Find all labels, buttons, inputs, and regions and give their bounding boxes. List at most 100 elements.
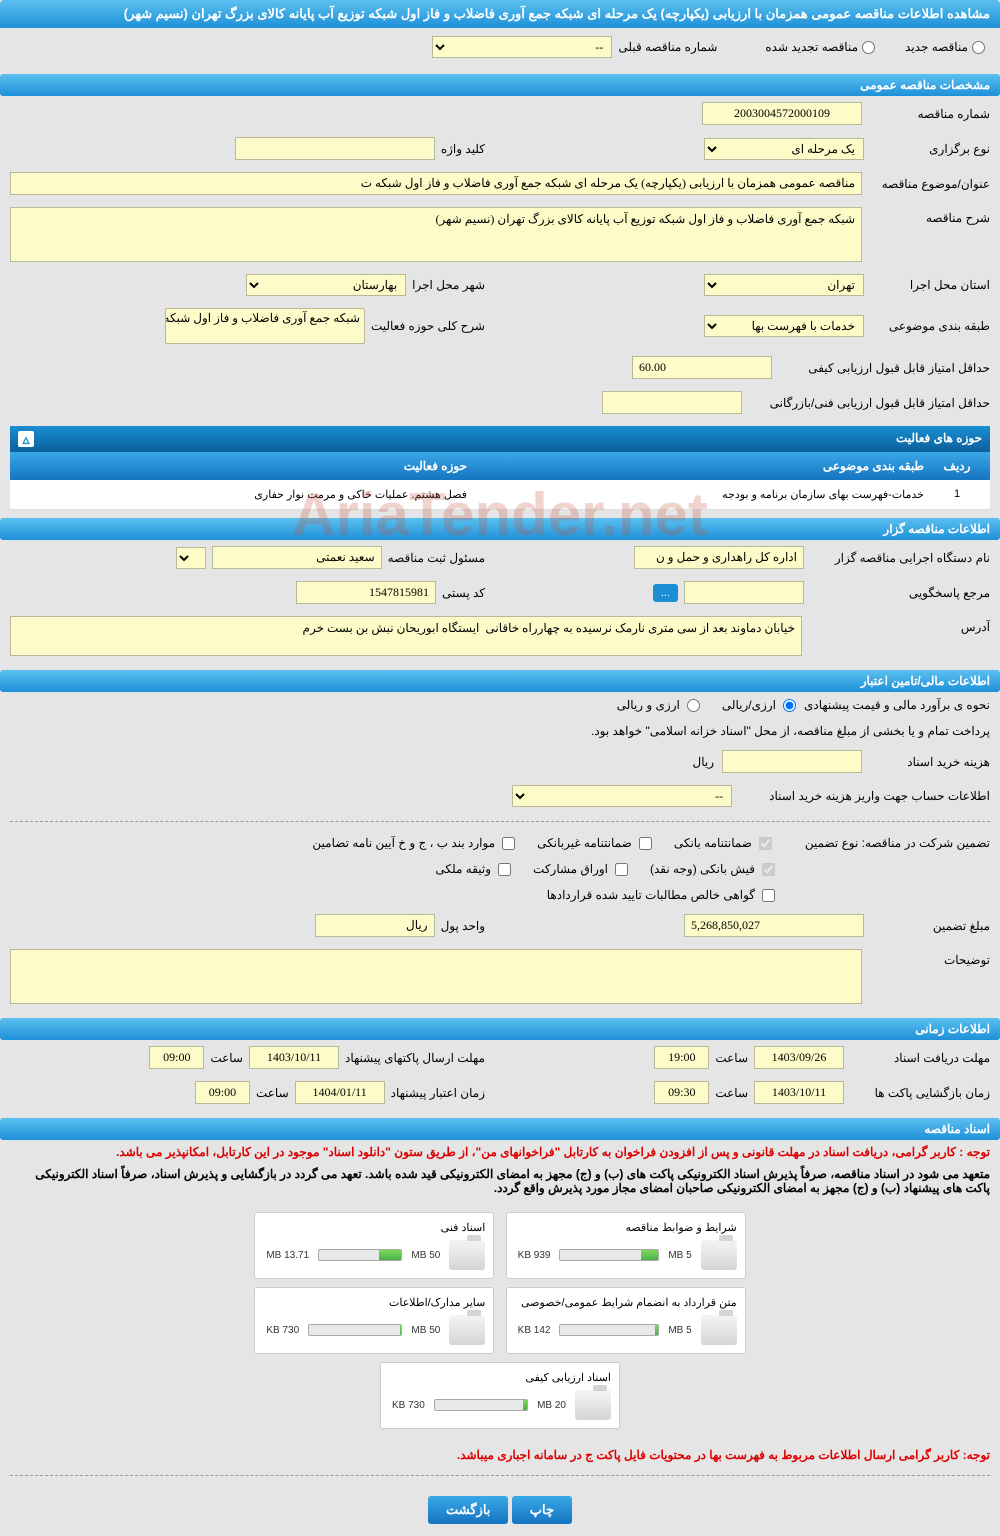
chk-receivables[interactable]: [762, 889, 775, 902]
opening-date[interactable]: [754, 1081, 844, 1104]
doc-deadline-label: مهلت دریافت اسناد: [850, 1051, 990, 1065]
method-label: نحوه ی برآورد مالی و قیمت پیشنهادی: [804, 698, 990, 712]
guarantee-amount-input[interactable]: [684, 914, 864, 937]
section-docs: اسناد مناقصه: [0, 1118, 1000, 1140]
print-button[interactable]: چاپ: [512, 1496, 572, 1524]
keyword-label: کلید واژه: [441, 142, 485, 156]
desc-textarea[interactable]: شبکه جمع آوری فاضلاب و فاز اول شبکه توزی…: [10, 207, 862, 262]
chk-bank[interactable]: [759, 837, 772, 850]
section-general: مشخصات مناقصه عمومی: [0, 74, 1000, 96]
contact-input[interactable]: [684, 581, 804, 604]
account-select[interactable]: --: [512, 785, 732, 807]
doc-deadline-date[interactable]: [754, 1046, 844, 1069]
opt-rial-radio[interactable]: [783, 699, 796, 712]
province-select[interactable]: تهران: [704, 274, 864, 296]
notes-label: توضیحات: [870, 949, 990, 967]
doc-cost-label: هزینه خرید اسناد: [870, 755, 990, 769]
opt-currency-radio[interactable]: [687, 699, 700, 712]
validity-time[interactable]: [195, 1081, 250, 1104]
treasury-note: پرداخت تمام و یا بخشی از مبلغ مناقصه، از…: [591, 724, 990, 738]
docs-notice3: توجه: کاربر گرامی ارسال اطلاعات مربوط به…: [0, 1443, 1000, 1467]
proposal-deadline-label: مهلت ارسال پاکتهای پیشنهاد: [345, 1051, 485, 1065]
prev-number-label: شماره مناقصه قبلی: [618, 40, 717, 54]
opening-time[interactable]: [654, 1081, 709, 1104]
table-row: 1 خدمات-فهرست بهای سازمان برنامه و بودجه…: [10, 480, 990, 510]
page-title: مشاهده اطلاعات مناقصه عمومی همزمان با ار…: [0, 0, 1000, 28]
guarantee-amount-label: مبلغ تضمین: [870, 919, 990, 933]
postal-input[interactable]: [296, 581, 436, 604]
subject-label: عنوان/موضوع مناقصه: [870, 177, 990, 191]
proposal-deadline-time[interactable]: [149, 1046, 204, 1069]
divider-2: [10, 1475, 990, 1476]
col-act-header: حوزه فعالیت: [18, 457, 475, 475]
contact-label: مرجع پاسخگویی: [810, 586, 990, 600]
type-label: نوع برگزاری: [870, 142, 990, 156]
opt-currency-label: ارزی و ریالی: [617, 698, 700, 712]
address-textarea[interactable]: خیابان دماوند بعد از سی متری نارمک نرسید…: [10, 616, 802, 656]
file-box-5[interactable]: اسناد ارزیابی کیفی 20 MB 730 KB: [380, 1362, 620, 1429]
chk-bonds[interactable]: [615, 863, 628, 876]
min-quality-label: حداقل امتیاز قابل قبول ارزیابی کیفی: [780, 361, 990, 375]
activity-table-header: حوزه های فعالیت ▵: [10, 426, 990, 452]
collapse-icon[interactable]: ▵: [18, 431, 34, 447]
back-button[interactable]: بازگشت: [428, 1496, 508, 1524]
currency-unit-input[interactable]: [315, 914, 435, 937]
activity-label: شرح کلی حوزه فعالیت: [371, 319, 485, 333]
dept-label: نام دستگاه اجرایی مناقصه گزار: [810, 551, 990, 565]
lookup-button[interactable]: ...: [653, 584, 678, 602]
doc-cost-input[interactable]: [722, 750, 862, 773]
prev-number-select[interactable]: --: [432, 36, 612, 58]
validity-label: زمان اعتبار پیشنهاد: [391, 1086, 485, 1100]
province-label: استان محل اجرا: [870, 278, 990, 292]
file-box-4[interactable]: سایر مدارک/اطلاعات 50 MB 730 KB: [254, 1287, 494, 1354]
activity-select[interactable]: شبکه جمع آوری فاضلاب و فاز اول شبکه توزی…: [165, 308, 365, 344]
radio-new-label: مناقصه جدید: [905, 40, 985, 54]
divider: [10, 821, 990, 822]
chk-property[interactable]: [498, 863, 511, 876]
city-select[interactable]: بهارستان: [246, 274, 406, 296]
account-label: اطلاعات حساب جهت واریز هزینه خرید اسناد: [740, 789, 990, 803]
opt-rial-label: ارزی/ریالی: [722, 698, 796, 712]
col-cat-header: طبقه بندی موضوعی: [475, 457, 932, 475]
type-select[interactable]: یک مرحله ای: [704, 138, 864, 160]
notes-textarea[interactable]: [10, 949, 862, 1004]
section-organizer: اطلاعات مناقصه گزار: [0, 518, 1000, 540]
postal-label: کد پستی: [442, 586, 485, 600]
radio-renewal-label: مناقصه تجدید شده: [765, 40, 875, 54]
tender-number-label: شماره مناقصه: [870, 107, 990, 121]
keyword-input[interactable]: [235, 137, 435, 160]
registrar-label: مسئول ثبت مناقصه: [388, 551, 485, 565]
chk-cash[interactable]: [762, 863, 775, 876]
min-tech-input[interactable]: [602, 391, 742, 414]
category-label: طبقه بندی موضوعی: [870, 319, 990, 333]
address-label: آدرس: [810, 616, 990, 634]
min-tech-label: حداقل امتیاز قابل قبول ارزیابی فنی/بازرگ…: [750, 396, 990, 410]
desc-label: شرح مناقصه: [870, 207, 990, 225]
currency-unit-label: واحد پول: [441, 919, 485, 933]
registrar-dd[interactable]: [176, 547, 206, 569]
min-quality-input[interactable]: [632, 356, 772, 379]
chk-nonbank[interactable]: [639, 837, 652, 850]
radio-new[interactable]: [972, 41, 985, 54]
validity-date[interactable]: [295, 1081, 385, 1104]
subject-input[interactable]: [10, 172, 862, 195]
registrar-input[interactable]: [212, 546, 382, 569]
file-box-2[interactable]: اسناد فنی 50 MB 13.71 MB: [254, 1212, 494, 1279]
opening-label: زمان بازگشایی پاکت ها: [850, 1086, 990, 1100]
dept-input[interactable]: [634, 546, 804, 569]
docs-notice2: متعهد می شود در اسناد مناقصه، صرفاً پذیر…: [0, 1164, 1000, 1198]
docs-notice1: توجه : کاربر گرامی، دریافت اسناد در مهلت…: [0, 1140, 1000, 1164]
category-select[interactable]: خدمات با فهرست بها: [704, 315, 864, 337]
folder-icon: [701, 1315, 737, 1345]
radio-renewal[interactable]: [862, 41, 875, 54]
folder-icon: [449, 1315, 485, 1345]
section-timing: اطلاعات زمانی: [0, 1018, 1000, 1040]
file-box-1[interactable]: شرایط و ضوابط مناقصه 5 MB 939 KB: [506, 1212, 746, 1279]
doc-cost-unit: ریال: [692, 755, 714, 769]
col-row-header: ردیف: [932, 457, 982, 475]
chk-bylaw[interactable]: [502, 837, 515, 850]
file-box-3[interactable]: متن قرارداد به انضمام شرایط عمومی/خصوصی …: [506, 1287, 746, 1354]
proposal-deadline-date[interactable]: [249, 1046, 339, 1069]
tender-number-input[interactable]: [702, 102, 862, 125]
doc-deadline-time[interactable]: [654, 1046, 709, 1069]
